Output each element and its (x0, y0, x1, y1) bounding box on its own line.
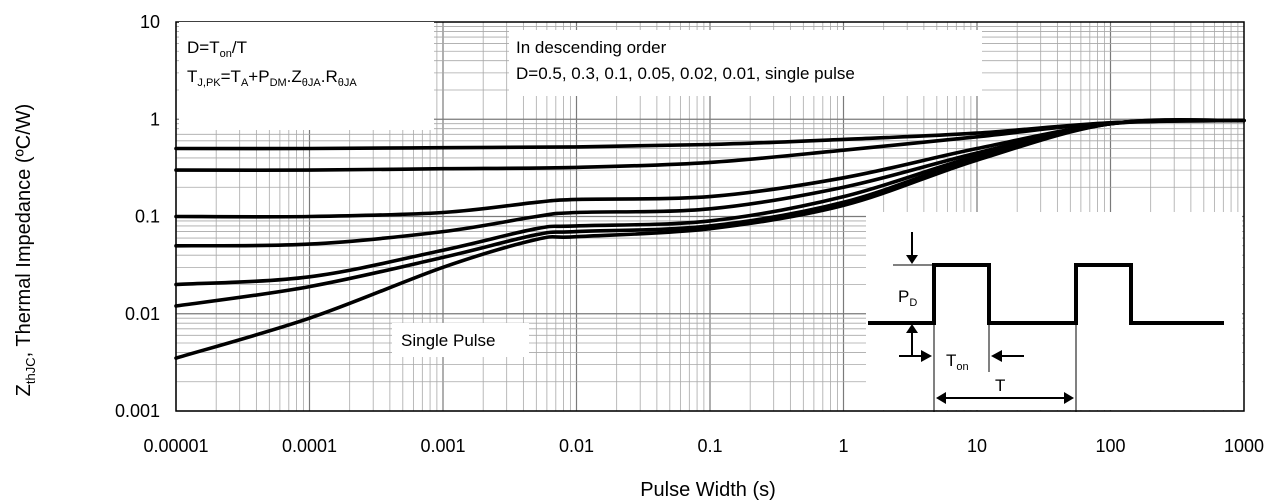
x-axis-label: Pulse Width (s) (640, 479, 776, 501)
order-title: In descending order (516, 38, 667, 57)
x-tick-label: 0.00001 (143, 436, 208, 456)
y-tick-label: 10 (140, 12, 160, 32)
order-box (509, 30, 982, 96)
y-axis-label-prefix-sub: thJC (23, 357, 38, 384)
formula-part: T (187, 67, 197, 86)
y-axis-label-prefix: Z (13, 384, 35, 396)
ton-arrowhead-right (991, 350, 1002, 362)
formula-part: +P (248, 67, 269, 86)
x-tick-label: 0.01 (559, 436, 594, 456)
pulse-diagram: PD Ton T (866, 212, 1242, 412)
period-arrowhead-left (936, 392, 946, 404)
series-line (174, 118, 1246, 172)
period-label: T (995, 376, 1005, 395)
single-pulse-box (392, 323, 529, 357)
formula-d-main: D=T (187, 38, 220, 57)
pd-arrowhead-bottom (906, 324, 918, 333)
formula-box (179, 22, 434, 130)
x-tick-label: 10 (967, 436, 987, 456)
y-tick-labels: 10 1 0.1 0.01 0.001 (115, 12, 160, 421)
formula-subscript: J,PK (197, 77, 221, 89)
y-axis-label: ZthJC, Thermal Impedance (ºC/W) (13, 104, 38, 397)
x-tick-label: 1 (838, 436, 848, 456)
formula-part: .R (321, 67, 338, 86)
formula-subscript: A (241, 77, 249, 89)
y-axis-label-main: Thermal Impedance (ºC/W) (13, 104, 35, 347)
y-tick-label: 0.1 (135, 207, 160, 227)
x-tick-label: 0.1 (697, 436, 722, 456)
formula-part: .Z (287, 67, 302, 86)
ton-label-main: T (946, 351, 956, 370)
x-tick-label: 0.0001 (282, 436, 337, 456)
order-values: D=0.5, 0.3, 0.1, 0.05, 0.02, 0.01, singl… (516, 64, 855, 83)
ton-arrowhead-left (921, 350, 932, 362)
formula-subscript: θJA (302, 77, 322, 89)
formula-d-sub: on (220, 48, 232, 60)
x-tick-label: 100 (1095, 436, 1125, 456)
pd-arrowhead-top (906, 255, 918, 264)
x-tick-label: 1000 (1224, 436, 1264, 456)
ton-label-sub: on (956, 361, 968, 373)
ton-label: Ton (946, 351, 969, 373)
pd-label-main: P (898, 287, 909, 306)
pulse-diagram-box (866, 212, 1242, 410)
formula-d-text: D=Ton/T (187, 38, 247, 60)
y-tick-label: 1 (150, 109, 160, 129)
pulse-waveform (868, 263, 1224, 325)
single-pulse-label: Single Pulse (401, 331, 496, 350)
series-line (174, 118, 1246, 360)
formula-subscript: DM (270, 77, 287, 89)
formula-tj-text: TJ,PK=TA+PDM.ZθJA.RθJA (187, 67, 357, 89)
x-tick-labels: 0.00001 0.0001 0.001 0.01 0.1 1 10 100 1000 (143, 436, 1264, 456)
formula-d-tail: /T (232, 38, 247, 57)
series-group (174, 118, 1246, 360)
pd-label-sub: D (909, 297, 917, 309)
pd-label: PD (898, 287, 917, 309)
y-tick-label: 0.01 (125, 304, 160, 324)
y-tick-label: 0.001 (115, 401, 160, 421)
x-tick-label: 0.001 (420, 436, 465, 456)
formula-subscript: θJA (338, 77, 358, 89)
formula-part: =T (221, 67, 241, 86)
period-arrowhead-right (1064, 392, 1074, 404)
